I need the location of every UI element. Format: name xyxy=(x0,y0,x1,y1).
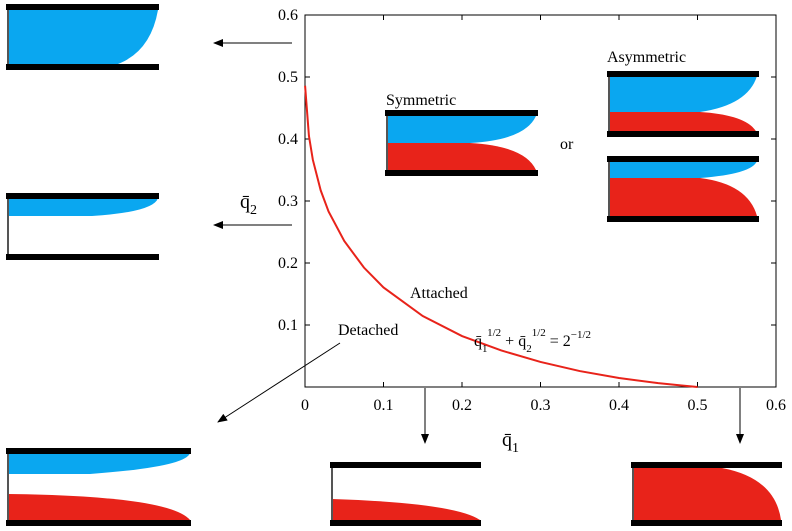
label-symmetric: Symmetric xyxy=(386,92,456,109)
x-tick-label: 0.3 xyxy=(531,397,551,414)
y-axis-ticks: 0.1 0.2 0.3 0.4 0.5 0.6 xyxy=(278,7,776,334)
schematic-top-left xyxy=(6,4,159,70)
x-tick-label: 0.5 xyxy=(688,397,708,414)
label-asymmetric: Asymmetric xyxy=(607,49,686,66)
y-tick-label: 0.5 xyxy=(278,69,298,86)
schematic-symmetric xyxy=(385,110,538,176)
schematic-bottom-mid xyxy=(330,462,481,526)
x-tick-label: 0.6 xyxy=(766,397,786,414)
x-tick-label: 0 xyxy=(301,397,309,414)
y-tick-label: 0.2 xyxy=(278,255,298,272)
equation: q̄11/2 + q̄21/2 = 2−1/2 xyxy=(474,327,591,355)
y-tick-label: 0.1 xyxy=(278,317,298,334)
label-or: or xyxy=(560,136,574,153)
x-tick-label: 0.1 xyxy=(374,397,394,414)
schematic-bottom-right xyxy=(631,462,782,526)
x-axis-label: q̄1 xyxy=(502,429,519,456)
schematic-bottom-left xyxy=(6,448,191,526)
y-tick-label: 0.4 xyxy=(278,131,298,148)
x-tick-label: 0.4 xyxy=(609,397,629,414)
x-tick-label: 0.2 xyxy=(452,397,472,414)
schematic-mid-left xyxy=(6,193,159,260)
y-axis-label: q̄2 xyxy=(240,191,257,218)
label-detached: Detached xyxy=(338,322,398,339)
y-tick-label: 0.3 xyxy=(278,193,298,210)
schematic-asymmetric-upper xyxy=(607,71,759,137)
arrow-to-bottom-left-schematic xyxy=(217,342,341,423)
y-tick-label: 0.6 xyxy=(278,7,298,24)
schematic-asymmetric-lower xyxy=(607,156,759,222)
label-attached: Attached xyxy=(410,285,468,302)
series-line xyxy=(304,85,698,388)
x-axis-ticks: 0 0.1 0.2 0.3 0.4 0.5 0.6 xyxy=(301,15,786,414)
